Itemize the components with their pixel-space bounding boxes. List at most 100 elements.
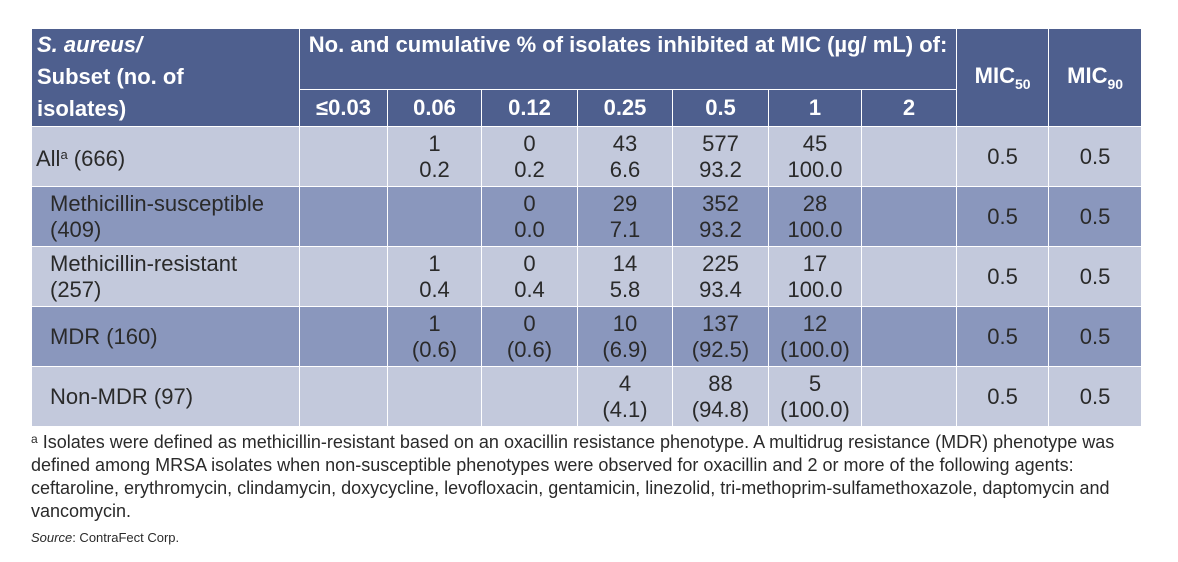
header-subset-line1: S. aureus/ [37, 32, 143, 57]
cell-count: 1 [428, 130, 441, 156]
cell-cum: 5.8 [609, 276, 641, 302]
header-subset-line3: isolates) [37, 96, 127, 121]
mic90-value: 0.5 [1048, 306, 1143, 367]
footnote-text: Isolates were defined as methicillin-res… [31, 432, 1115, 521]
cell [387, 366, 482, 427]
cell: 5 (100.0) [768, 366, 862, 427]
table-row: Non-MDR (97) 4 (4.1) 88 (94.8) 5 (100.0) 0.… [31, 366, 1143, 427]
cell: 88 (94.8) [672, 366, 769, 427]
header-subset: S. aureus/ Subset (no. of isolates) [31, 28, 300, 127]
cell-count: 1 [428, 250, 441, 276]
cell-count: 29 [612, 190, 638, 216]
cell [860, 126, 958, 187]
cell [860, 186, 958, 247]
header-mic50: MIC50 [956, 28, 1050, 127]
subset-count: (666) [67, 145, 126, 171]
mic90-value: 0.5 [1048, 186, 1143, 247]
cell-cum: (92.5) [691, 336, 750, 362]
row-subset: MDR (160) [31, 306, 300, 367]
cell-count: 0 [523, 250, 536, 276]
cell: 0 0.0 [481, 186, 578, 247]
cell-count: 577 [702, 130, 739, 156]
cell-cum: (0.6) [411, 336, 458, 362]
header-mic90: MIC90 [1048, 28, 1143, 127]
mic90-base: MIC [1067, 63, 1108, 88]
cell-cum: 100.0 [787, 216, 843, 242]
cell [860, 246, 958, 307]
cell-cum: 93.2 [699, 156, 742, 182]
cell-count: 0 [523, 130, 536, 156]
cell-cum: (100.0) [780, 396, 850, 422]
mic50-base: MIC [974, 63, 1015, 88]
footnote-mark: a [31, 432, 38, 446]
cell: 352 93.2 [672, 186, 769, 247]
footnote-ref: a [60, 146, 68, 162]
mic50-value: 0.5 [956, 126, 1050, 187]
cell: 577 93.2 [672, 126, 769, 187]
subset-name: MDR (160) [50, 323, 158, 349]
mic50-value: 0.5 [956, 306, 1050, 367]
mic50-value: 0.5 [956, 186, 1050, 247]
header-mic-span: No. and cumulative % of isolates inhibit… [298, 28, 958, 90]
subset-name: Non-MDR (97) [50, 383, 194, 409]
table-row: Methicillin-susceptible (409) 0 0.0 29 7.1 … [31, 186, 1143, 247]
cell [299, 306, 388, 367]
row-subset: Non-MDR (97) [31, 366, 300, 427]
cell: 137 (92.5) [672, 306, 769, 367]
cell: 45 100.0 [768, 126, 862, 187]
cell: 4 (4.1) [577, 366, 673, 427]
cell-count: 12 [802, 310, 828, 336]
source-text: : ContraFect Corp. [72, 530, 180, 545]
subset-count: (257) [50, 276, 102, 302]
cell-count: 5 [808, 370, 822, 396]
table-row: Methicillin-resistant (257) 1 0.4 0 0.4 14 5… [31, 246, 1143, 307]
cell: 0 (0.6) [481, 306, 578, 367]
subset-name: Methicillin-susceptible [50, 190, 264, 216]
cell: 0 0.2 [481, 126, 578, 187]
cell-cum: 93.2 [699, 216, 742, 242]
cell-cum: 7.1 [609, 216, 641, 242]
cell-cum: (0.6) [506, 336, 553, 362]
header-subset-line2: Subset (no. of [37, 64, 184, 89]
cell [481, 366, 578, 427]
cell-cum: 0.4 [419, 276, 450, 302]
header-conc: 0.12 [481, 89, 578, 127]
cell-count: 88 [708, 370, 733, 396]
cell-count: 1 [428, 310, 441, 336]
cell: 225 93.4 [672, 246, 769, 307]
header-conc: 0.5 [672, 89, 769, 127]
cell-cum: 0.2 [419, 156, 450, 182]
cell: 28 100.0 [768, 186, 862, 247]
cell: 12 (100.0) [768, 306, 862, 367]
cell [299, 186, 388, 247]
cell-cum: (4.1) [602, 396, 648, 422]
cell-count: 17 [802, 250, 828, 276]
cell: 1 (0.6) [387, 306, 482, 367]
mic90-sub: 90 [1107, 76, 1124, 92]
cell [299, 126, 388, 187]
cell [860, 306, 958, 367]
table-row: MDR (160) 1 (0.6) 0 (0.6) 10 (6.9) 137 (92.5… [31, 306, 1143, 367]
mic90-value: 0.5 [1048, 246, 1143, 307]
cell-count: 137 [702, 310, 739, 336]
cell: 17 100.0 [768, 246, 862, 307]
cell [299, 366, 388, 427]
mic50-sub: 50 [1014, 76, 1031, 92]
subset-name: Methicillin-resistant [50, 250, 238, 276]
cell: 1 0.2 [387, 126, 482, 187]
cell-count: 10 [612, 310, 638, 336]
cell-cum: 100.0 [787, 156, 843, 182]
cell-cum: 0.2 [514, 156, 545, 182]
mic-table: S. aureus/ Subset (no. of isolates) No. … [31, 28, 1143, 427]
header-conc: ≤0.03 [299, 89, 388, 127]
mic90-value: 0.5 [1048, 366, 1143, 427]
header-conc: 1 [768, 89, 862, 127]
cell: 29 7.1 [577, 186, 673, 247]
cell-cum: (6.9) [602, 336, 648, 362]
cell-count: 0 [523, 310, 536, 336]
cell-cum: 0.0 [514, 216, 545, 242]
cell-cum: (100.0) [780, 336, 850, 362]
cell-count: 352 [702, 190, 739, 216]
source-label: Source [31, 530, 73, 545]
cell: 43 6.6 [577, 126, 673, 187]
